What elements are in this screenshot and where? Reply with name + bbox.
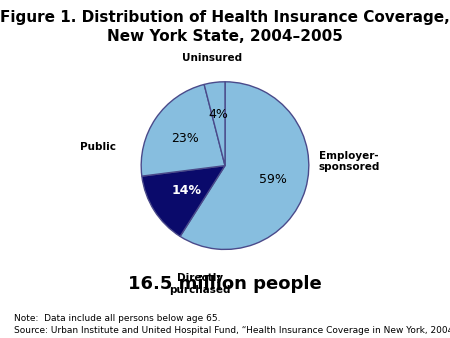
Wedge shape <box>180 82 309 249</box>
Text: Employer-
sponsored: Employer- sponsored <box>319 151 380 172</box>
Text: 16.5 million people: 16.5 million people <box>128 275 322 293</box>
Wedge shape <box>142 166 225 236</box>
Text: Directly
purchased: Directly purchased <box>169 273 230 294</box>
Text: Source: Urban Institute and United Hospital Fund, “Health Insurance Coverage in : Source: Urban Institute and United Hospi… <box>14 326 450 335</box>
Text: Uninsured: Uninsured <box>182 53 243 63</box>
Text: Figure 1. Distribution of Health Insurance Coverage,
New York State, 2004–2005: Figure 1. Distribution of Health Insuran… <box>0 10 450 44</box>
Text: 23%: 23% <box>171 132 198 145</box>
Text: 59%: 59% <box>259 173 287 186</box>
Text: 14%: 14% <box>171 184 201 197</box>
Text: Public: Public <box>80 142 116 152</box>
Text: 4%: 4% <box>208 107 229 121</box>
Wedge shape <box>141 84 225 176</box>
Text: Note:  Data include all persons below age 65.: Note: Data include all persons below age… <box>14 314 220 323</box>
Wedge shape <box>204 82 225 166</box>
